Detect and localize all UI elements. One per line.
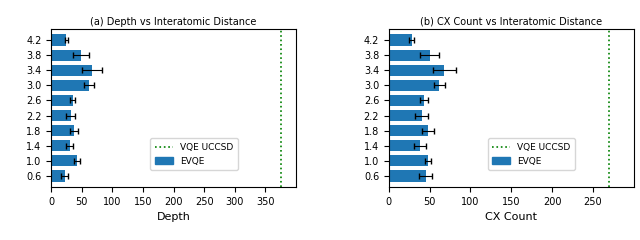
- X-axis label: CX Count: CX Count: [485, 212, 537, 222]
- Title: (a) Depth vs Interatomic Distance: (a) Depth vs Interatomic Distance: [90, 17, 257, 27]
- Bar: [389, 80, 440, 91]
- Bar: [389, 170, 426, 181]
- Bar: [51, 35, 67, 46]
- Bar: [51, 155, 77, 167]
- Bar: [51, 170, 65, 181]
- Bar: [389, 49, 429, 61]
- Bar: [51, 110, 71, 121]
- Bar: [51, 140, 70, 151]
- Bar: [51, 49, 81, 61]
- Legend: VQE UCCSD, EVQE: VQE UCCSD, EVQE: [150, 138, 237, 170]
- Bar: [389, 155, 428, 167]
- Bar: [389, 110, 422, 121]
- Title: (b) CX Count vs Interatomic Distance: (b) CX Count vs Interatomic Distance: [420, 17, 602, 27]
- Bar: [51, 80, 89, 91]
- Bar: [389, 125, 428, 136]
- Legend: VQE UCCSD, EVQE: VQE UCCSD, EVQE: [488, 138, 575, 170]
- Bar: [51, 125, 74, 136]
- Bar: [51, 95, 72, 106]
- Bar: [389, 140, 420, 151]
- Bar: [389, 65, 444, 76]
- Bar: [51, 65, 92, 76]
- Bar: [389, 35, 412, 46]
- Bar: [389, 95, 424, 106]
- X-axis label: Depth: Depth: [157, 212, 191, 222]
